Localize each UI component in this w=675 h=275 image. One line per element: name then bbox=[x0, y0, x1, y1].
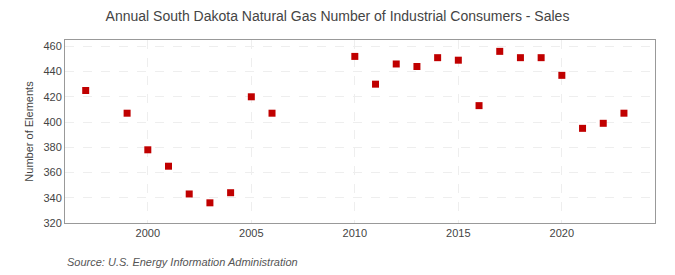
svg-text:2020: 2020 bbox=[550, 227, 574, 239]
svg-text:Number of Elements: Number of Elements bbox=[23, 81, 35, 182]
svg-text:320: 320 bbox=[43, 217, 61, 229]
svg-text:440: 440 bbox=[43, 65, 61, 77]
svg-text:420: 420 bbox=[43, 91, 61, 103]
svg-text:460: 460 bbox=[43, 40, 61, 52]
svg-text:2015: 2015 bbox=[446, 227, 470, 239]
svg-text:360: 360 bbox=[43, 166, 61, 178]
svg-text:Annual South Dakota Natural Ga: Annual South Dakota Natural Gas Number o… bbox=[106, 8, 570, 24]
svg-text:400: 400 bbox=[43, 116, 61, 128]
svg-text:380: 380 bbox=[43, 141, 61, 153]
svg-text:340: 340 bbox=[43, 192, 61, 204]
svg-text:Source: U.S. Energy Informatio: Source: U.S. Energy Information Administ… bbox=[67, 256, 298, 268]
svg-text:2005: 2005 bbox=[239, 227, 263, 239]
svg-text:2010: 2010 bbox=[343, 227, 367, 239]
svg-text:2000: 2000 bbox=[136, 227, 160, 239]
